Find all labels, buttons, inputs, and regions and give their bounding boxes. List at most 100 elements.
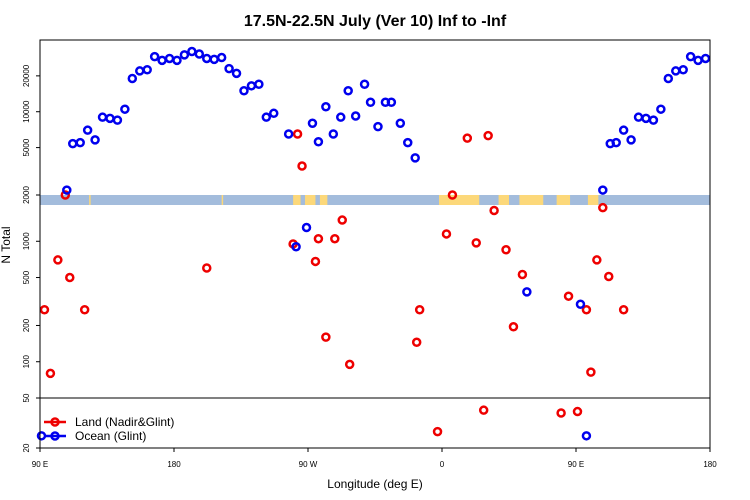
y-tick-label: 1000 — [22, 232, 31, 250]
legend-ocean-marker — [50, 431, 60, 441]
ocean-point — [700, 53, 711, 64]
land-point — [337, 215, 347, 225]
y-ticks: 2000 5000 10000 20000 50 100 200 500 1000 20 — [22, 64, 40, 452]
ocean-point — [194, 49, 205, 59]
ocean-point — [120, 104, 130, 114]
land-point — [292, 129, 303, 139]
map-land — [293, 195, 301, 205]
y-tick-label: 500 — [22, 270, 31, 284]
ocean-point — [172, 55, 182, 66]
ocean-point — [75, 137, 85, 148]
land-point — [60, 190, 71, 200]
y-tick-label: 100 — [22, 355, 31, 369]
ocean-point — [216, 52, 227, 63]
y-tick-label: 2000 — [22, 186, 31, 204]
legend: Land (Nadir&Glint) Ocean (Glint) — [44, 415, 174, 443]
ocean-point — [648, 115, 659, 125]
map-land — [89, 195, 91, 205]
ocean-point — [261, 112, 272, 122]
map-land — [439, 195, 480, 205]
y-tick-label: 50 — [22, 393, 31, 402]
land-point — [501, 245, 511, 255]
ocean-point — [269, 108, 279, 119]
land-point — [462, 133, 473, 143]
ocean-point — [522, 287, 532, 297]
land-point — [65, 272, 75, 283]
y-tick-label: 5000 — [22, 138, 31, 156]
ocean-point — [395, 118, 406, 129]
land-point — [79, 305, 90, 315]
ocean-point — [149, 51, 160, 62]
ocean-point — [598, 185, 608, 195]
ocean-point — [575, 299, 586, 310]
land-point — [572, 406, 583, 417]
ocean-point — [350, 111, 361, 121]
ocean-point — [127, 73, 138, 84]
legend-land-label: Land (Nadir&Glint) — [75, 415, 174, 429]
ocean-point — [403, 137, 413, 148]
ocean-point — [112, 115, 123, 125]
land-point — [604, 271, 614, 282]
land-point — [202, 263, 212, 273]
legend-land-marker — [50, 417, 60, 427]
map-land — [319, 195, 328, 205]
y-axis-label: N Total — [0, 226, 13, 263]
ocean-point — [82, 125, 93, 135]
x-tick-label: 0 — [440, 460, 445, 469]
land-point — [344, 359, 355, 370]
land-point — [432, 426, 443, 437]
land-point — [297, 161, 307, 171]
ocean-point — [90, 135, 100, 145]
land-point — [330, 233, 340, 244]
land-point — [447, 190, 458, 200]
land-point — [53, 255, 63, 265]
map-land — [221, 195, 224, 205]
ocean-point — [301, 222, 312, 233]
ocean-point — [663, 73, 674, 84]
x-tick-label: 90 W — [299, 460, 318, 469]
land-point — [508, 322, 519, 332]
x-tick-label: 90 E — [568, 460, 584, 469]
map-land — [519, 195, 544, 205]
ocean-point — [254, 79, 264, 90]
x-axis-label: Longitude (deg E) — [327, 477, 422, 491]
ocean-point — [626, 135, 636, 145]
ocean-point — [359, 79, 370, 90]
ocean-point — [321, 102, 331, 112]
land-point — [414, 305, 425, 315]
land-point — [598, 202, 608, 213]
ocean-point — [283, 129, 294, 139]
ocean-point — [611, 137, 621, 148]
ocean-point — [231, 68, 242, 79]
ocean-point — [239, 85, 249, 96]
ocean-point — [581, 431, 592, 441]
ocean-point — [328, 129, 339, 139]
legend-ocean-label: Ocean (Glint) — [75, 429, 146, 443]
ocean-point — [618, 125, 629, 135]
land-point — [441, 229, 452, 239]
ocean-point — [179, 50, 190, 60]
x-ticks: 90 E 180 90 W 0 90 E 180 — [32, 448, 717, 469]
land-point — [45, 368, 56, 379]
ocean-point — [142, 65, 152, 75]
ocean-point — [656, 104, 666, 114]
x-tick-label: 180 — [703, 460, 717, 469]
land-point — [471, 238, 481, 248]
ocean-point — [291, 242, 301, 252]
map-land — [587, 195, 599, 205]
land-point — [592, 255, 602, 265]
land-point — [310, 256, 321, 267]
land-point — [618, 305, 629, 315]
ocean-point — [313, 136, 324, 147]
map-land — [498, 195, 509, 205]
ocean-point — [685, 51, 696, 62]
y-tick-label: 200 — [22, 318, 31, 332]
series-ocean — [36, 46, 711, 441]
y-tick-label: 10000 — [22, 100, 31, 123]
ocean-point — [343, 85, 353, 96]
land-point — [411, 337, 422, 348]
chart-title: 17.5N-22.5N July (Ver 10) Inf to -Inf — [244, 13, 507, 30]
ocean-point — [224, 63, 234, 74]
ocean-point — [373, 121, 383, 132]
